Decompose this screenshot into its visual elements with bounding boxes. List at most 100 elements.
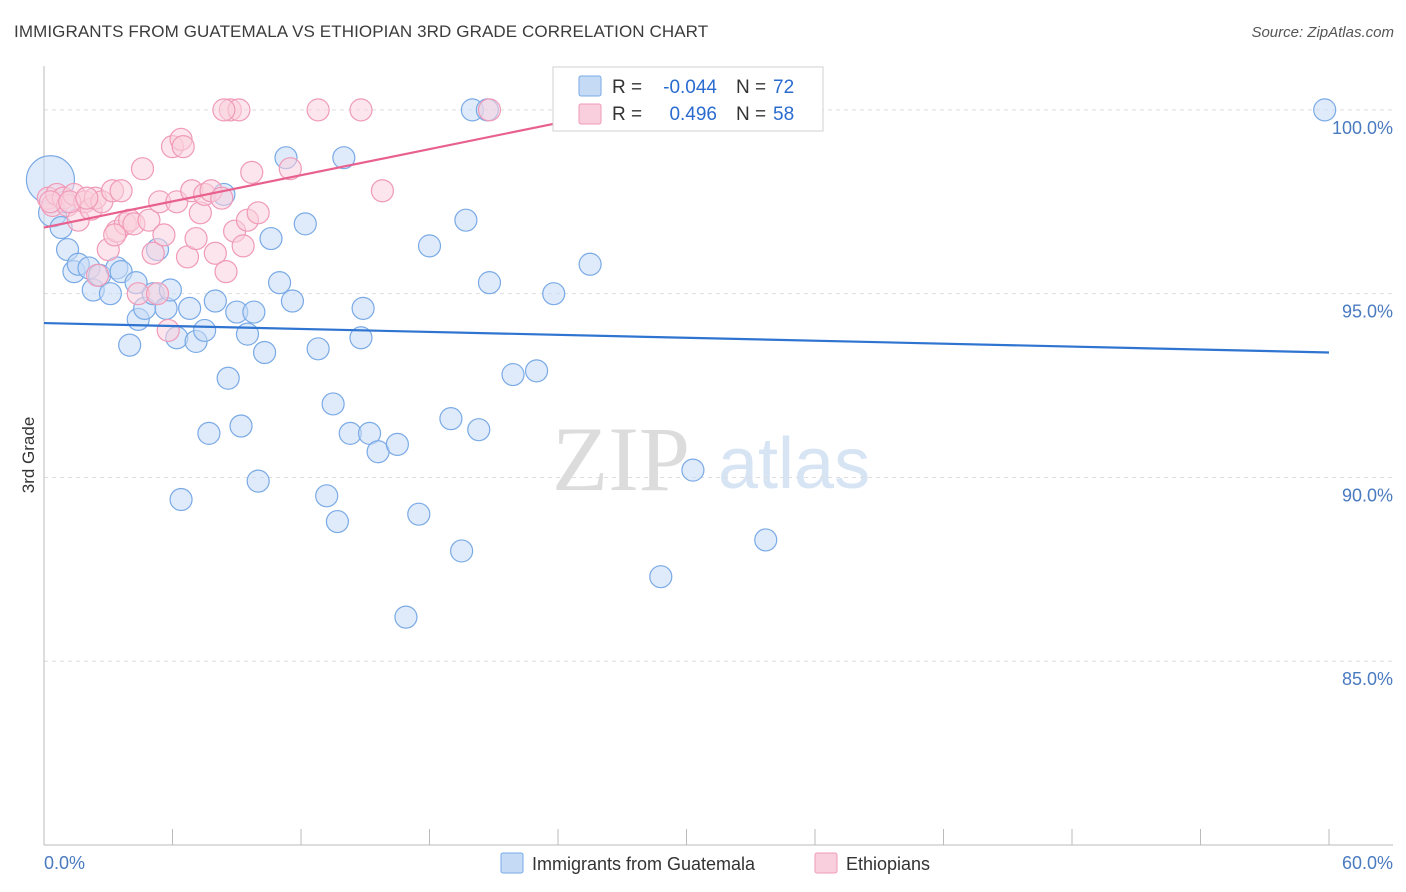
guatemala-point [454, 208, 478, 232]
ethiopian-point [103, 223, 127, 247]
guatemala-point [578, 252, 602, 276]
y-tick-label: 100.0% [1332, 118, 1393, 138]
ethiopian-point [141, 241, 165, 265]
guatemala-point [450, 539, 474, 563]
ethiopian-point [184, 226, 208, 251]
guatemala-point [118, 333, 142, 357]
legend-r-value-ethiopians: 0.496 [669, 104, 717, 125]
ethiopian-point [214, 260, 238, 284]
guatemala-point [246, 469, 270, 493]
guatemala-point [98, 282, 122, 306]
ethiopian-point [231, 234, 255, 258]
guatemala-point [280, 289, 305, 313]
chart-title: IMMIGRANTS FROM GUATEMALA VS ETHIOPIAN 3… [14, 22, 709, 41]
bottom-legend-label-ethiopians: Ethiopians [846, 854, 930, 874]
y-tick-label: 90.0% [1342, 485, 1393, 505]
guatemala-point [477, 271, 502, 295]
ethiopian-point [477, 98, 502, 122]
legend-n-label-guatemala: N = [736, 77, 766, 98]
y-tick-labels: 100.0% 95.0% 90.0% 85.0% [1332, 118, 1393, 689]
trend-line-guatemala [43, 321, 1330, 354]
guatemala-point [203, 289, 227, 313]
x-tick-label-max: 60.0% [1342, 853, 1393, 873]
ethiopian-point [278, 157, 302, 181]
legend: R = -0.044 N = 72 R = 0.496 N = 58 [552, 66, 824, 132]
guatemala-point [467, 418, 491, 442]
legend-n-value-ethiopians: 58 [773, 104, 794, 125]
trend-line-ethiopians [43, 108, 623, 229]
ethiopian-point [130, 157, 155, 181]
guatemala-point [649, 565, 673, 589]
guatemala-point [524, 359, 549, 383]
watermark-atlas: atlas [718, 424, 870, 504]
legend-n-label-ethiopians: N = [736, 104, 766, 125]
legend-n-value-guatemala: 72 [773, 77, 794, 98]
legend-r-label-guatemala: R = [612, 77, 642, 98]
ethiopian-point [137, 208, 161, 232]
ethiopian-point [85, 263, 110, 287]
ethiopian-point [171, 135, 195, 159]
guatemala-point [193, 318, 217, 343]
guatemala-point [169, 487, 193, 512]
data-points [25, 98, 1337, 629]
ethiopian-point [109, 179, 133, 203]
y-tick-label: 95.0% [1342, 302, 1393, 322]
guatemala-point [681, 458, 705, 482]
guatemala-point [407, 502, 431, 526]
y-axis-title: 3rd Grade [19, 417, 38, 494]
ethiopian-point [145, 282, 170, 306]
guatemala-point [754, 528, 778, 552]
bottom-legend-swatch-ethiopians [814, 852, 838, 874]
ethiopian-point [203, 241, 227, 265]
y-tick-label: 85.0% [1342, 669, 1393, 689]
guatemala-point [293, 212, 317, 236]
legend-swatch-guatemala [578, 75, 602, 97]
guatemala-point [252, 340, 277, 365]
ethiopian-point [349, 98, 373, 122]
guatemala-point [242, 300, 266, 324]
guatemala-point [216, 366, 240, 390]
guatemala-point [267, 271, 292, 295]
ethiopian-point [306, 98, 330, 122]
x-tick-label-min: 0.0% [44, 853, 85, 873]
legend-r-value-guatemala: -0.044 [663, 77, 717, 98]
guatemala-point [332, 146, 356, 170]
guatemala-point [178, 296, 202, 320]
guatemala-point [325, 509, 350, 534]
guatemala-point [321, 392, 345, 416]
guatemala-point [439, 407, 463, 431]
guatemala-point [349, 326, 373, 350]
watermark: ZIP atlas [552, 408, 870, 510]
guatemala-point [351, 296, 375, 320]
guatemala-point [542, 282, 566, 306]
ethiopian-point [75, 186, 99, 210]
guatemala-point [385, 432, 409, 456]
trend-lines [43, 108, 1330, 354]
x-tick-labels: 0.0% 60.0% [44, 853, 1393, 873]
guatemala-point [315, 484, 339, 508]
bottom-legend: Immigrants from Guatemala Ethiopians [500, 852, 930, 874]
guatemala-point [197, 421, 221, 445]
ethiopian-point [152, 223, 176, 247]
legend-r-label-ethiopians: R = [612, 104, 642, 125]
bottom-legend-swatch-guatemala [500, 852, 524, 874]
ethiopian-point [156, 318, 180, 343]
legend-swatch-ethiopians [578, 103, 602, 125]
guatemala-point [394, 605, 418, 629]
guatemala-point [306, 337, 330, 361]
gridlines [44, 109, 1393, 662]
guatemala-point [259, 226, 283, 251]
chart-source: Source: ZipAtlas.com [1251, 24, 1394, 41]
ethiopian-point [246, 201, 270, 225]
guatemala-point [417, 234, 442, 258]
guatemala-point [229, 414, 253, 438]
ethiopian-point [212, 98, 236, 122]
guatemala-point [235, 322, 260, 346]
ethiopian-point [240, 160, 264, 184]
guatemala-point [501, 362, 525, 387]
bottom-legend-label-guatemala: Immigrants from Guatemala [532, 854, 756, 874]
ethiopian-point [370, 179, 394, 203]
watermark-zip: ZIP [552, 408, 690, 510]
guatemala-point [1313, 98, 1337, 122]
